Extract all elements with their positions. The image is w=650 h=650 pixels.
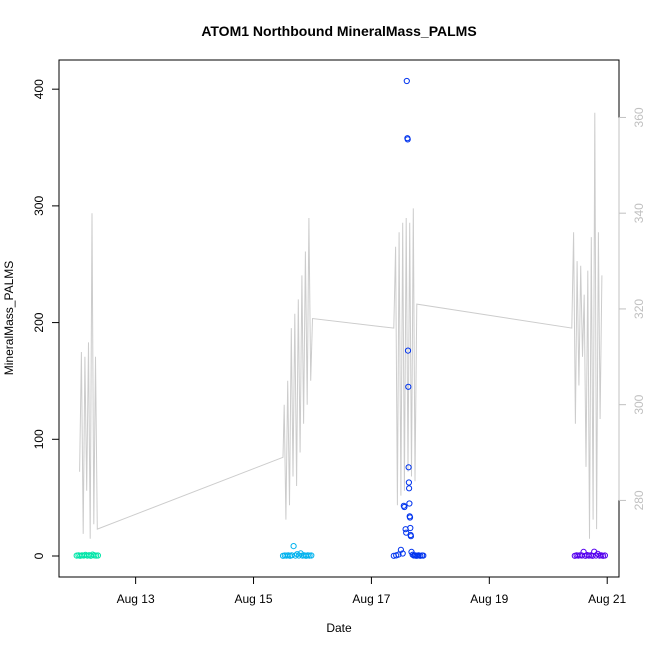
line-series-layer [79,112,603,539]
y-left-tick-label: 100 [32,429,46,449]
x-tick-label: Aug 17 [352,592,390,606]
y-right-tick-label: 280 [632,490,646,510]
scatter-point [290,543,297,550]
scatter-point [397,546,404,553]
chart-title: ATOM1 Northbound MineralMass_PALMS [201,23,476,39]
y-axis-right: 280 300 320 340 360 [618,107,646,510]
scatter-group-1 [73,551,102,559]
y-left-tick-label: 300 [32,196,46,216]
scatter-point [405,464,412,471]
y-left-tick-label: 400 [32,79,46,99]
y-axis-label: MineralMass_PALMS [2,261,16,375]
scatter-point [420,552,427,559]
y-right-tick-label: 340 [632,203,646,223]
scatter-point [94,552,102,559]
scatter-point [292,552,299,559]
scatter-group-3 [390,77,427,559]
x-tick-label: Aug 19 [470,592,508,606]
scatter-points-layer [73,77,609,559]
y-left-tick-label: 0 [32,552,46,559]
scatter-point [395,551,402,558]
scatter-point [401,503,408,511]
scatter-point [406,514,414,521]
y-left-tick-label: 200 [32,312,46,332]
line-series [79,112,603,539]
x-axis-label: Date [326,621,352,635]
x-tick-label: Aug 15 [235,592,273,606]
x-tick-label: Aug 21 [588,592,626,606]
scatter-point [308,552,315,559]
scatter-point [407,524,414,532]
scatter-point [403,77,410,85]
y-right-tick-label: 360 [632,107,646,127]
scatter-point [404,136,411,143]
scatter-point [404,347,412,354]
scatter-point [601,552,609,559]
scatter-point [405,479,412,486]
scatter-point [594,550,601,558]
x-tick-label: Aug 13 [117,592,155,606]
scatter-group-2 [279,543,315,559]
y-axis-left: 0 100 200 300 400 [32,79,60,559]
y-right-tick-label: 300 [632,394,646,414]
scatter-point [407,533,414,540]
scatter-point [406,485,413,492]
x-axis: Aug 13 Aug 15 Aug 17 Aug 19 Aug 21 [117,576,627,606]
scatter-point [405,383,412,390]
scatter-group-4 [571,548,609,559]
y-right-tick-label: 320 [632,299,646,319]
scatter-point [399,550,406,557]
scatter-point [406,500,413,507]
